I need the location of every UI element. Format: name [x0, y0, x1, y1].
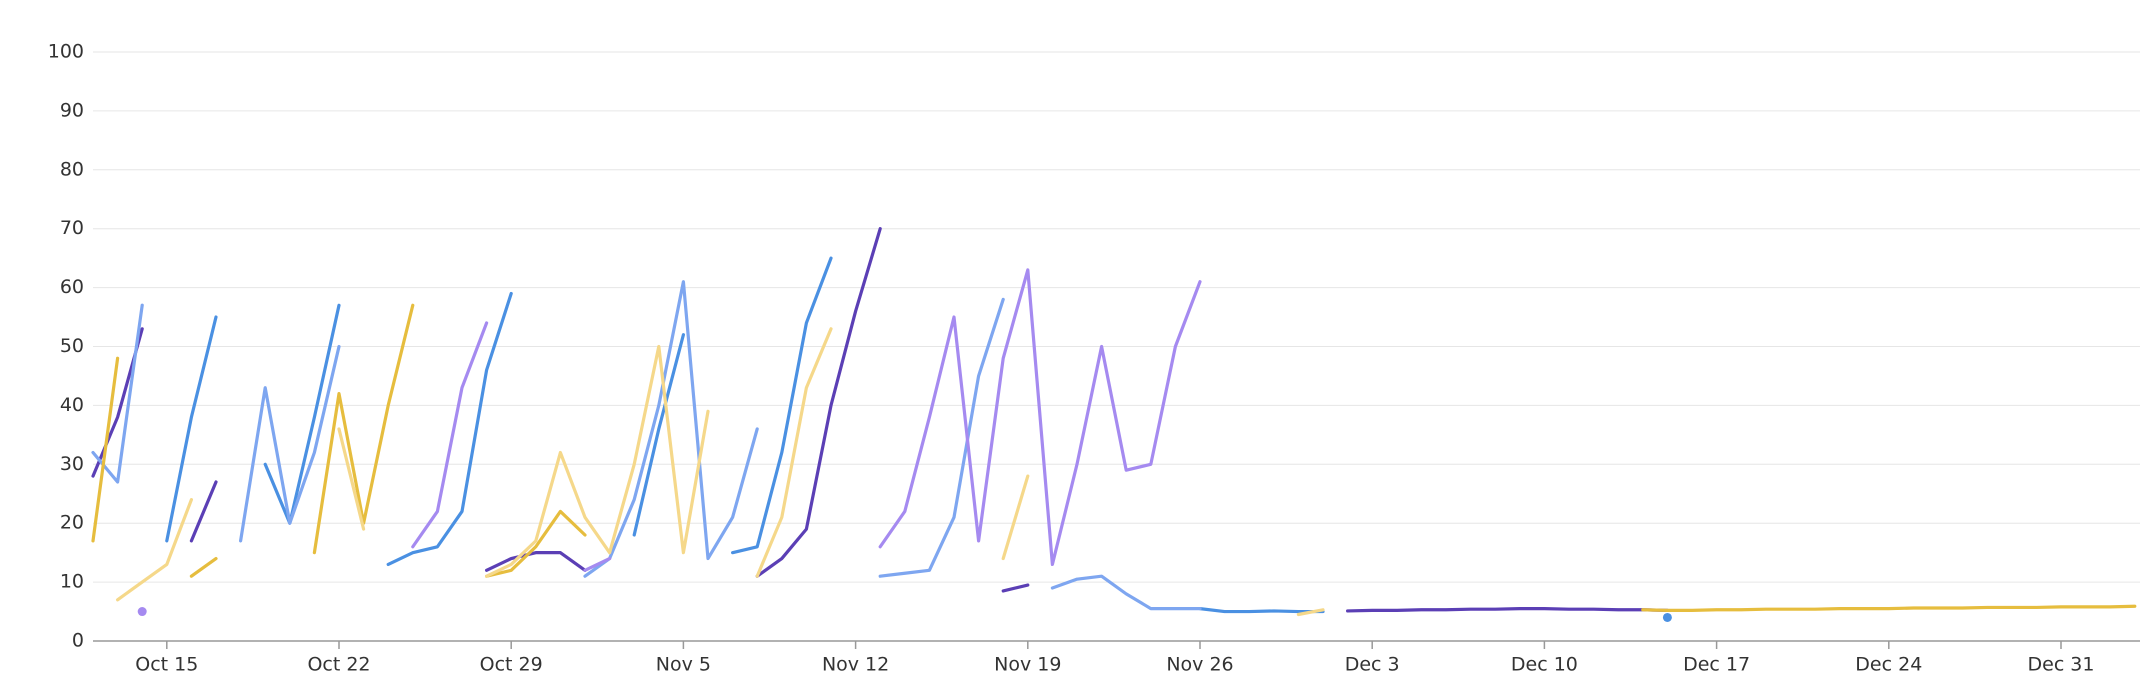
line: [1050, 574, 1202, 611]
x-tick-label: Oct 22: [307, 654, 370, 676]
line: [337, 427, 366, 531]
line: [1346, 607, 1669, 613]
line: [165, 315, 218, 543]
line: [755, 227, 882, 578]
y-tick-label: 60: [60, 276, 84, 298]
y-tick-label: 100: [48, 41, 84, 63]
y-tick-label: 10: [60, 571, 84, 593]
line: [189, 480, 218, 543]
line: [1001, 474, 1030, 561]
line: [91, 356, 120, 543]
line: [386, 291, 513, 567]
x-tick-label: Dec 3: [1345, 654, 1400, 676]
y-tick-label: 40: [60, 394, 84, 416]
line: [485, 344, 710, 578]
x-tick-label: Nov 26: [1166, 654, 1233, 676]
line: [1198, 607, 1325, 614]
line: [91, 303, 144, 484]
line: [1001, 583, 1030, 593]
x-tick-label: Dec 17: [1683, 654, 1750, 676]
y-tick-label: 80: [60, 158, 84, 180]
point: [1662, 612, 1672, 622]
line: [411, 321, 489, 549]
line: [239, 344, 341, 543]
line: [755, 327, 833, 578]
line: [878, 268, 1202, 567]
point: [137, 607, 147, 617]
line: [583, 556, 612, 572]
line: [632, 333, 685, 537]
x-tick-label: Nov 12: [822, 654, 889, 676]
line: [731, 256, 833, 555]
x-tick-label: Oct 29: [480, 654, 543, 676]
line: [878, 297, 1005, 578]
y-tick-label: 50: [60, 335, 84, 357]
line: [1641, 604, 2137, 612]
line: [1296, 608, 1325, 617]
y-tick-label: 70: [60, 217, 84, 239]
line: [485, 509, 587, 578]
x-tick-label: Dec 24: [1855, 654, 1922, 676]
y-tick-label: 30: [60, 453, 84, 475]
x-tick-label: Dec 31: [2028, 654, 2095, 676]
y-tick-label: 90: [60, 99, 84, 121]
line: [116, 498, 193, 602]
line: [263, 303, 341, 525]
line: [485, 551, 587, 572]
line: [312, 303, 415, 555]
x-tick-label: Dec 10: [1511, 654, 1578, 676]
x-tick-label: Nov 19: [994, 654, 1061, 676]
y-tick-label: 20: [60, 512, 84, 534]
y-tick-label: 0: [72, 630, 84, 652]
line: [583, 280, 759, 578]
x-tick-label: Nov 5: [656, 654, 711, 676]
x-tick-label: Oct 15: [135, 654, 198, 676]
line: [189, 556, 218, 578]
